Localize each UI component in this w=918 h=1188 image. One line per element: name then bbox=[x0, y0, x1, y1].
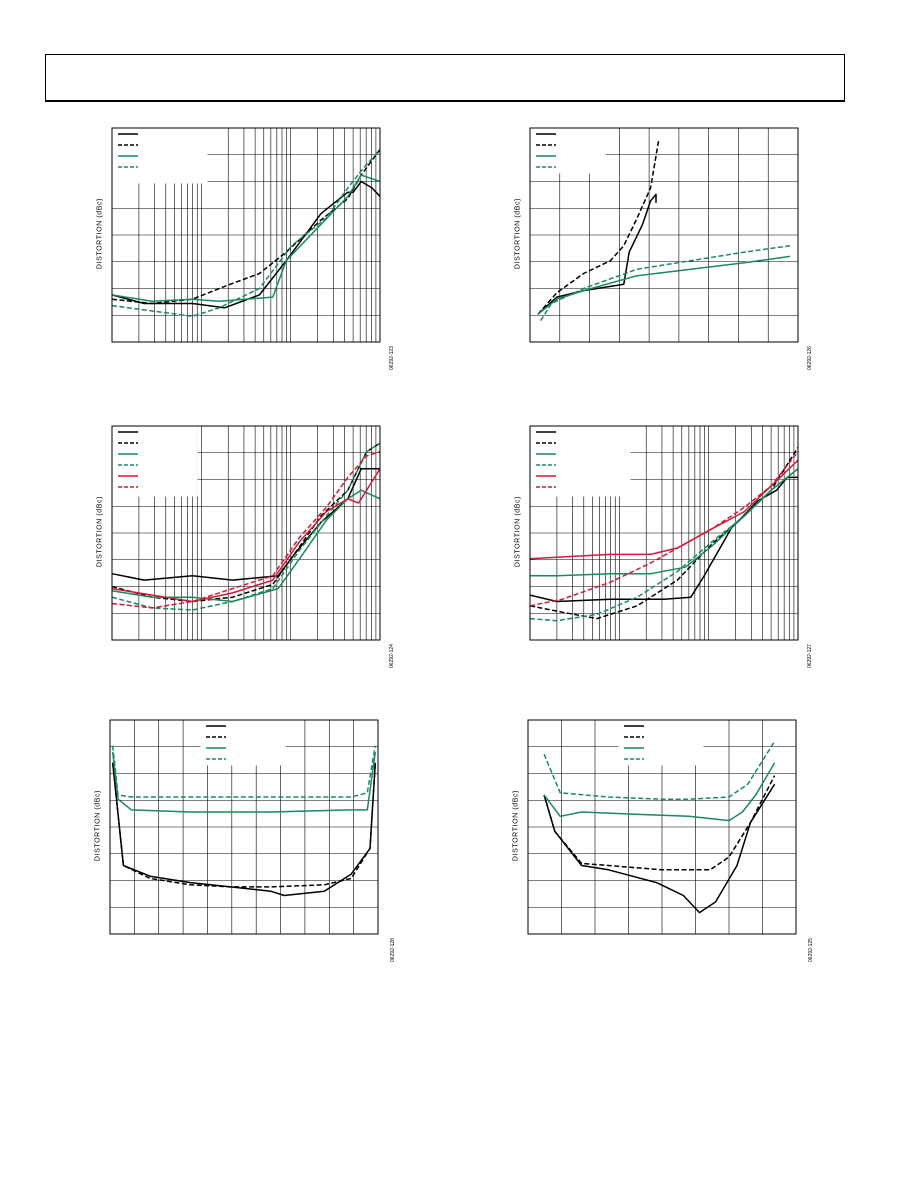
series-line-1 bbox=[529, 476, 798, 603]
series-line-4 bbox=[529, 468, 799, 622]
chart-3 bbox=[111, 425, 381, 641]
series-line-1 bbox=[111, 180, 381, 309]
legend bbox=[200, 720, 286, 766]
series-line-4 bbox=[111, 148, 381, 318]
chart-2 bbox=[529, 127, 799, 343]
series-line-3 bbox=[543, 762, 776, 822]
grid bbox=[530, 128, 798, 342]
chart-6 bbox=[527, 719, 797, 935]
y-axis-label: DISTORTION (dBc) bbox=[512, 789, 520, 862]
series-line-1 bbox=[543, 783, 776, 914]
series-line-3 bbox=[111, 751, 377, 813]
series-line-1 bbox=[111, 762, 377, 897]
series-line-3 bbox=[111, 174, 381, 303]
legend bbox=[112, 426, 198, 497]
legend bbox=[618, 720, 704, 766]
figure-id: 06292-124 bbox=[389, 644, 395, 668]
series-line-3 bbox=[537, 255, 791, 315]
y-axis-label: DISTORTION (dBc) bbox=[514, 197, 522, 270]
series-line-3 bbox=[111, 489, 381, 603]
series-line-2 bbox=[111, 762, 377, 888]
y-axis-label: DISTORTION (dBc) bbox=[96, 495, 104, 568]
series-line-2 bbox=[537, 140, 660, 315]
page-header bbox=[45, 54, 845, 102]
series-line-4 bbox=[540, 244, 791, 321]
legend bbox=[530, 128, 606, 174]
figure-id: 06292-128 bbox=[390, 938, 396, 962]
y-axis-label: DISTORTION (dBc) bbox=[96, 197, 104, 270]
series-line-4 bbox=[111, 745, 377, 798]
series-line-6 bbox=[111, 450, 381, 609]
grid bbox=[530, 426, 798, 640]
figure-id: 06292-125 bbox=[808, 938, 814, 962]
series-line-6 bbox=[529, 451, 799, 607]
series-line-2 bbox=[111, 442, 381, 603]
chart-5 bbox=[109, 719, 379, 935]
grid bbox=[112, 426, 380, 640]
figure-id: 06292-127 bbox=[807, 644, 813, 668]
series-line-2 bbox=[543, 775, 776, 871]
series-line-2 bbox=[529, 447, 799, 620]
figure-id: 06292-123 bbox=[389, 346, 395, 370]
legend bbox=[530, 426, 631, 497]
chart-1 bbox=[111, 127, 381, 343]
legend bbox=[112, 128, 208, 184]
series-line-1 bbox=[537, 193, 657, 315]
series-line-4 bbox=[111, 442, 381, 611]
series-line-4 bbox=[543, 741, 776, 800]
figure-id: 06292-126 bbox=[807, 346, 813, 370]
series-line-5 bbox=[111, 468, 381, 603]
grid bbox=[110, 720, 378, 934]
chart-4 bbox=[529, 425, 799, 641]
y-axis-label: DISTORTION (dBc) bbox=[94, 789, 102, 862]
y-axis-label: DISTORTION (dBc) bbox=[514, 495, 522, 568]
